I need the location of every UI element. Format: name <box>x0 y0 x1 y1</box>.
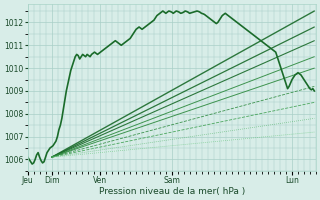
X-axis label: Pression niveau de la mer( hPa ): Pression niveau de la mer( hPa ) <box>99 187 245 196</box>
